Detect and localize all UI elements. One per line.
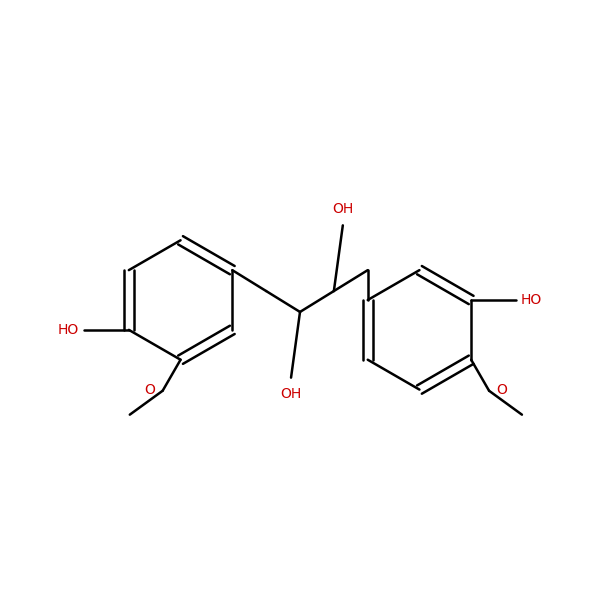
Text: O: O (145, 383, 155, 397)
Text: HO: HO (58, 323, 79, 337)
Text: O: O (496, 383, 507, 397)
Text: OH: OH (280, 386, 302, 401)
Text: OH: OH (332, 202, 353, 217)
Text: HO: HO (521, 293, 542, 307)
